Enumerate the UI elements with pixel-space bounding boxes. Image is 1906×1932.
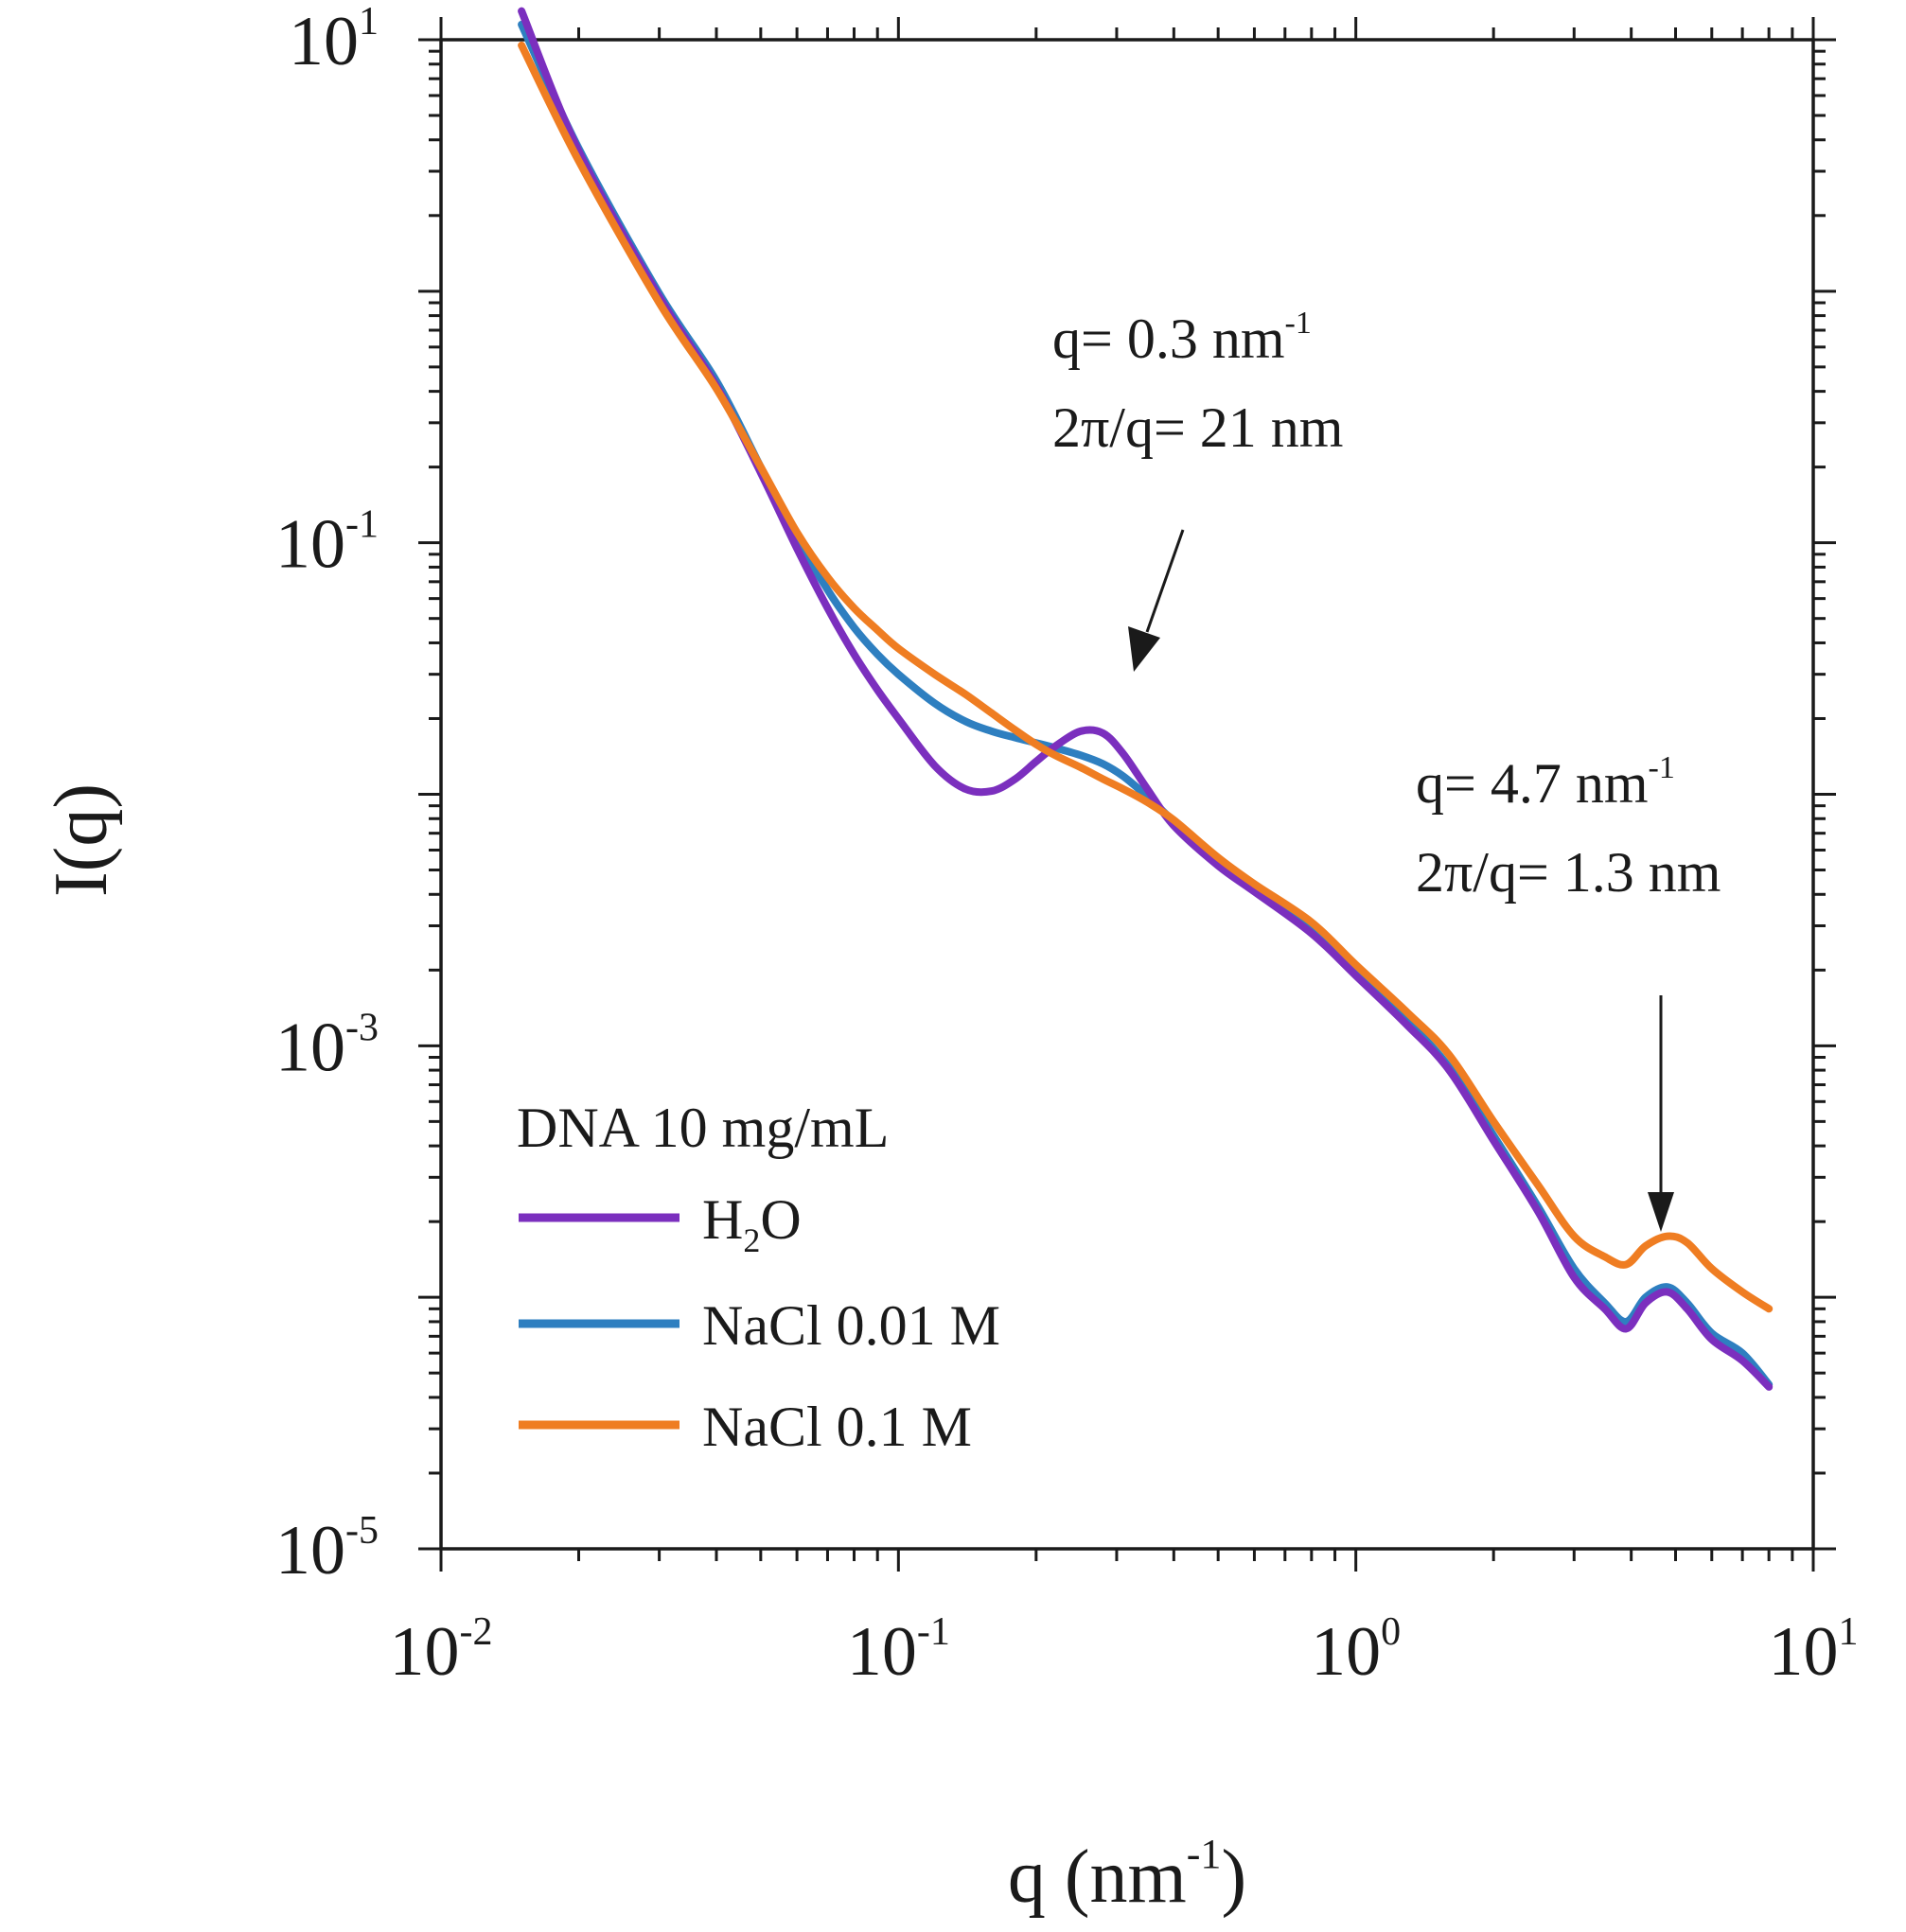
ticks-layer: 10-2 10-1 100 101 101 10-1 10-3 10-5 xyxy=(275,0,1859,1691)
x-tick-label: 10-2 xyxy=(390,1610,493,1691)
x-tick-label: 10-1 xyxy=(847,1610,950,1691)
annotation-1-arrow xyxy=(1145,529,1185,633)
annotation-1-line1: q= 0.3 nm-1 xyxy=(1052,306,1312,370)
x-axis-label: q (nm-1) xyxy=(1008,1831,1246,1919)
y-axis-label: I(q) xyxy=(40,783,123,897)
y-tick-label: 101 xyxy=(289,0,379,80)
y-tick-label: 10-3 xyxy=(275,1006,379,1086)
legend: DNA 10 mg/mL H2O NaCl 0.01 M NaCl 0.1 M xyxy=(517,1097,1000,1458)
series-line-nacl-01 xyxy=(518,41,1774,1313)
series-line-nacl-001 xyxy=(518,20,1774,1389)
x-tick-label: 100 xyxy=(1311,1610,1401,1691)
legend-entry-nacl-01: NaCl 0.1 M xyxy=(519,1396,972,1458)
annotation-2-line2: 2π/q= 1.3 nm xyxy=(1416,841,1721,904)
legend-entry-h2o: H2O xyxy=(519,1188,802,1259)
series-layer xyxy=(518,7,1774,1391)
series-line-h2o xyxy=(518,7,1774,1391)
annotations: q= 0.3 nm-1 2π/q= 21 nm q= 4.7 nm-1 2π/q… xyxy=(1052,306,1721,1232)
legend-label-h2o: H2O xyxy=(702,1188,802,1259)
annotation-1-line2: 2π/q= 21 nm xyxy=(1052,396,1343,459)
annotation-1-arrowhead xyxy=(1128,626,1160,672)
annotation-2-arrowhead xyxy=(1648,1192,1674,1232)
y-tick-label: 10-5 xyxy=(275,1509,379,1590)
legend-label-nacl-001: NaCl 0.01 M xyxy=(702,1294,1000,1357)
legend-entry-nacl-001: NaCl 0.01 M xyxy=(519,1294,1000,1357)
y-tick-label: 10-1 xyxy=(275,503,379,584)
annotation-2-line1: q= 4.7 nm-1 xyxy=(1416,750,1675,815)
legend-title: DNA 10 mg/mL xyxy=(517,1097,889,1159)
legend-label-nacl-01: NaCl 0.1 M xyxy=(702,1396,972,1458)
x-tick-label: 101 xyxy=(1769,1610,1859,1691)
